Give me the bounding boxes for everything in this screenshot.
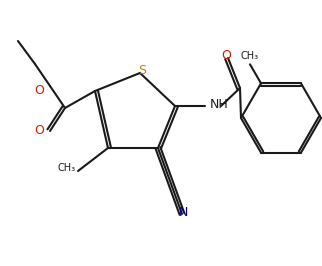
Text: CH₃: CH₃ xyxy=(241,51,259,61)
Text: CH₃: CH₃ xyxy=(58,163,76,173)
Text: S: S xyxy=(138,64,146,77)
Text: NH: NH xyxy=(210,98,229,110)
Text: O: O xyxy=(34,84,44,97)
Text: N: N xyxy=(178,206,188,219)
Text: O: O xyxy=(221,49,231,62)
Text: O: O xyxy=(34,124,44,138)
